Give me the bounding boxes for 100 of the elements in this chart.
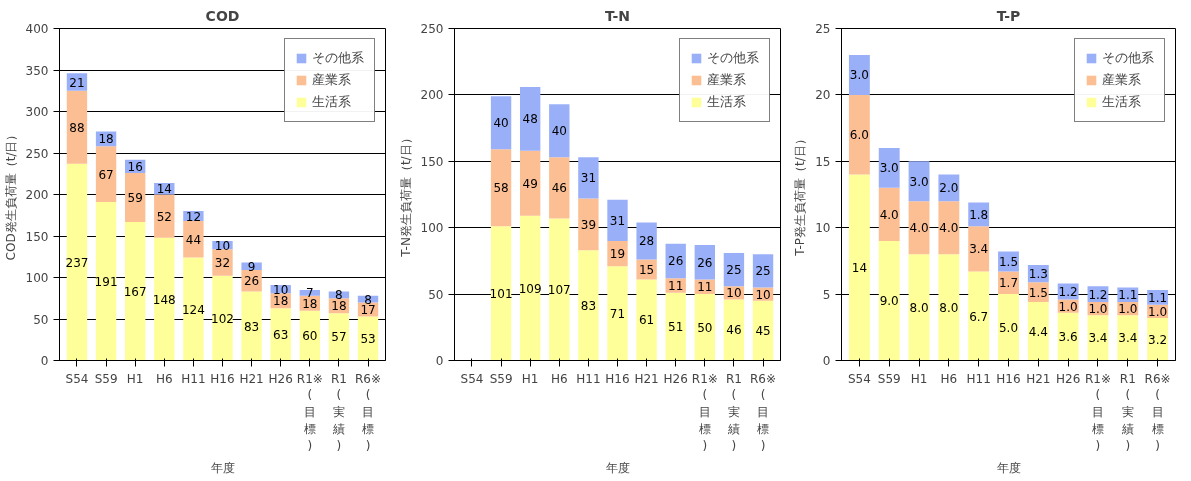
y-tick-label: 20 bbox=[815, 88, 831, 103]
legend-label: 生活系 bbox=[1102, 93, 1141, 111]
data-label: 6.7 bbox=[969, 309, 989, 324]
data-label: 1.0 bbox=[1058, 299, 1078, 314]
y-tick-label: 0 bbox=[40, 354, 49, 368]
data-label: 60 bbox=[302, 329, 318, 344]
bar bbox=[848, 174, 870, 361]
data-label: 1.5 bbox=[1028, 285, 1048, 300]
bar bbox=[607, 199, 628, 241]
data-label: 40 bbox=[493, 116, 509, 131]
data-label: 63 bbox=[273, 327, 289, 342]
data-label: 18 bbox=[331, 299, 347, 314]
x-tick-label: H26 bbox=[663, 371, 688, 386]
bar bbox=[968, 271, 990, 361]
bar bbox=[241, 291, 262, 361]
bar bbox=[848, 55, 870, 95]
data-label: 26 bbox=[668, 254, 684, 269]
legend-label: 生活系 bbox=[312, 93, 351, 111]
data-label: 18 bbox=[273, 294, 289, 309]
bar bbox=[723, 299, 745, 361]
data-label: 10 bbox=[214, 238, 231, 253]
y-tick-label: 400 bbox=[25, 22, 49, 36]
legend-label: 産業系 bbox=[707, 71, 746, 89]
data-label: 40 bbox=[551, 124, 567, 139]
data-label: 50 bbox=[697, 320, 713, 335]
y-tick-label: 150 bbox=[420, 154, 444, 169]
x-tick-label: H16 bbox=[605, 371, 630, 386]
x-tick-label: H6 bbox=[550, 371, 568, 386]
data-label: 1.0 bbox=[1118, 302, 1138, 317]
y-tick-label: 250 bbox=[25, 146, 49, 161]
bar bbox=[578, 250, 599, 361]
data-label: 107 bbox=[547, 282, 571, 297]
bar bbox=[665, 292, 686, 361]
data-label: 15 bbox=[638, 263, 655, 278]
y-tick-label: 300 bbox=[25, 105, 49, 119]
data-label: 58 bbox=[493, 181, 509, 196]
x-tick-label: H21 bbox=[239, 371, 264, 386]
data-label: 6.0 bbox=[849, 128, 869, 143]
data-label: 14 bbox=[156, 182, 172, 197]
data-label: 83 bbox=[243, 319, 260, 334]
bar bbox=[752, 300, 774, 361]
data-label: 10 bbox=[726, 286, 742, 301]
x-tick-label: H11 bbox=[576, 371, 601, 386]
data-label: 19 bbox=[609, 247, 626, 262]
data-label: 28 bbox=[638, 234, 655, 249]
y-axis-title: T-N発生負荷量（t/日） bbox=[398, 132, 413, 258]
y-tick-label: 5 bbox=[822, 287, 831, 302]
x-tick-label: H6 bbox=[155, 371, 173, 386]
data-label: 11 bbox=[668, 278, 684, 293]
x-tick-label: H16 bbox=[996, 371, 1021, 386]
data-label: 26 bbox=[243, 274, 260, 289]
data-label: 148 bbox=[152, 292, 176, 307]
y-tick-label: 25 bbox=[815, 22, 831, 36]
data-label: 237 bbox=[65, 255, 89, 270]
y-tick-label: 350 bbox=[25, 63, 49, 78]
y-tick-label: 200 bbox=[25, 188, 49, 202]
bar bbox=[183, 257, 204, 361]
y-tick-label: 0 bbox=[822, 354, 831, 368]
x-tick-label: R1 (実績) bbox=[1119, 371, 1136, 453]
x-tick-label: R6※ (目標) bbox=[750, 371, 777, 453]
bar bbox=[878, 187, 900, 241]
x-tick-label: H21 bbox=[634, 371, 659, 386]
y-tick-label: 15 bbox=[815, 154, 831, 169]
bar bbox=[1117, 315, 1139, 361]
y-tick-label: 150 bbox=[25, 229, 49, 244]
data-label: 16 bbox=[127, 159, 143, 174]
x-tick-label: R1 (実績) bbox=[725, 371, 742, 453]
x-tick-label: R1※ (目標) bbox=[1084, 371, 1111, 453]
bar bbox=[299, 289, 321, 296]
data-label: 8.0 bbox=[939, 300, 959, 315]
data-label: 3.6 bbox=[1058, 330, 1078, 345]
data-label: 5.0 bbox=[998, 320, 1019, 335]
data-label: 1.7 bbox=[998, 276, 1019, 291]
x-tick-label: H6 bbox=[940, 371, 958, 386]
y-tick-label: 100 bbox=[420, 221, 444, 236]
legend-label: 産業系 bbox=[312, 71, 351, 89]
x-tick-label: S59 bbox=[94, 371, 118, 386]
data-label: 3.2 bbox=[1148, 332, 1168, 347]
bar bbox=[519, 86, 541, 151]
bar bbox=[183, 221, 204, 258]
bar bbox=[578, 198, 599, 251]
bar bbox=[636, 222, 657, 260]
data-label: 3.4 bbox=[969, 242, 989, 257]
data-label: 1.0 bbox=[1088, 302, 1108, 317]
data-label: 45 bbox=[755, 324, 771, 339]
data-label: 46 bbox=[551, 181, 567, 196]
x-tick-label: R1 (実績) bbox=[330, 371, 347, 453]
bar bbox=[578, 157, 599, 199]
bar bbox=[908, 254, 930, 361]
data-label: 25 bbox=[755, 264, 771, 279]
y-axis-title: T-P発生負荷量（t/日） bbox=[793, 133, 808, 257]
y-tick-label: 50 bbox=[428, 287, 444, 302]
x-axis-title: 年度 bbox=[605, 460, 630, 475]
bar bbox=[1147, 318, 1169, 361]
bar bbox=[66, 163, 88, 361]
data-label: 25 bbox=[726, 263, 742, 278]
data-label: 9 bbox=[247, 259, 256, 274]
x-axis-title: 年度 bbox=[996, 460, 1021, 475]
data-label: 1.3 bbox=[1028, 267, 1048, 282]
x-tick-label: H21 bbox=[1026, 371, 1051, 386]
